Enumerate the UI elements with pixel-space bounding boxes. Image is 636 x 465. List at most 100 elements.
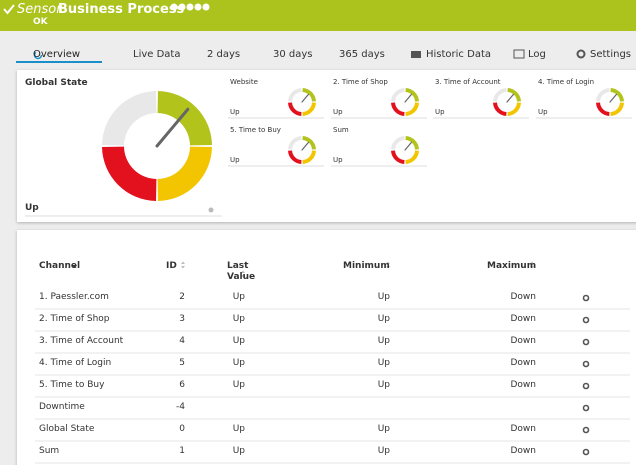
gauge-segment	[302, 150, 316, 164]
gauge-name: Sum	[333, 126, 349, 134]
gauge-segment	[493, 88, 507, 102]
table-cell: -4	[176, 402, 185, 412]
gauge-segment	[302, 102, 316, 116]
global-state-title: Global State	[25, 78, 88, 88]
gauge-segment	[507, 88, 521, 102]
table-cell: Sum	[39, 446, 60, 456]
sensor-label: Sensor	[17, 2, 62, 17]
column-header[interactable]: Maximum	[487, 261, 537, 271]
gauge-segment	[157, 146, 212, 201]
table-cell: 1	[179, 446, 185, 456]
active-tab-underline	[16, 61, 102, 63]
gauge-segment	[102, 91, 157, 146]
gauge-needle	[506, 93, 515, 103]
gauge-value: Up	[538, 108, 548, 116]
gauge-value: Up	[230, 108, 240, 116]
gauge-segment	[391, 102, 405, 116]
gauge-value: Up	[230, 156, 240, 164]
gauge-value: Up	[435, 108, 445, 116]
check-icon	[3, 4, 15, 15]
gear-icon	[582, 360, 590, 368]
column-header[interactable]: Last Value	[227, 261, 256, 282]
tab[interactable]: 2 days	[207, 49, 241, 60]
gauge-segment	[288, 150, 302, 164]
gauge-segment	[102, 146, 157, 201]
table-cell: Up	[377, 292, 390, 302]
table-cell: 2	[179, 292, 185, 302]
gauge-segment	[610, 102, 624, 116]
table-cell: Up	[377, 446, 390, 456]
icon	[208, 207, 214, 213]
table-cell: 6	[179, 380, 185, 390]
global-state-value: Up	[25, 203, 39, 213]
tab[interactable]: Log	[528, 49, 546, 60]
gauge-segment	[507, 102, 521, 116]
table-cell: 5	[179, 358, 185, 368]
tab[interactable]: Overview	[33, 49, 81, 60]
table-cell: 5. Time to Buy	[39, 380, 105, 390]
gauge-segment	[493, 102, 507, 116]
gauge-name: 3. Time of Account	[435, 78, 501, 86]
gauge-segment	[596, 102, 610, 116]
sort-icon	[386, 261, 390, 269]
gauge-segment	[405, 88, 419, 102]
stars	[170, 3, 210, 11]
gauge-needle	[301, 93, 310, 103]
table-cell: Up	[377, 380, 390, 390]
gauge-segment	[288, 136, 302, 150]
gauge-segment	[157, 91, 212, 146]
table-cell: 0	[179, 424, 185, 434]
gauge-segment	[391, 150, 405, 164]
tab[interactable]: Settings	[590, 49, 632, 60]
table-cell: Up	[232, 380, 245, 390]
table-cell: Up	[377, 424, 390, 434]
tab-icon	[576, 49, 586, 59]
table-cell: Up	[232, 336, 245, 346]
gauge-needle	[404, 141, 413, 151]
column-header[interactable]: ID	[166, 261, 177, 271]
table-cell: Downtime	[39, 402, 85, 412]
table-cell: 3. Time of Account	[39, 336, 124, 346]
tab[interactable]: 365 days	[339, 49, 385, 60]
gauge-segment	[391, 136, 405, 150]
gear-icon	[582, 404, 590, 412]
column-header[interactable]: Minimum	[343, 261, 390, 271]
gauge-value: Up	[333, 108, 343, 116]
column-header[interactable]: Channel	[39, 261, 81, 271]
gear-icon	[582, 316, 590, 324]
gear-icon	[582, 294, 590, 302]
table-cell: 3	[179, 314, 185, 324]
tab-icon	[33, 50, 43, 60]
gauge-segment	[405, 136, 419, 150]
gauge-needle	[609, 93, 618, 103]
gauge-name: 2. Time of Shop	[333, 78, 388, 86]
table-cell: Up	[232, 358, 245, 368]
table-cell: Up	[377, 314, 390, 324]
table-cell: Down	[510, 314, 536, 324]
table-cell: Global State	[39, 424, 95, 434]
gauge-name: Website	[230, 78, 258, 86]
tab[interactable]: Historic Data	[426, 49, 491, 60]
table-cell: Up	[377, 336, 390, 346]
gauge-segment	[610, 88, 624, 102]
sensor-title: Business Process	[58, 2, 185, 17]
table-cell: Down	[510, 358, 536, 368]
tab-icon	[411, 51, 421, 58]
gear-icon	[582, 338, 590, 346]
sort-icon	[181, 261, 185, 269]
tab[interactable]: Live Data	[133, 49, 181, 60]
table-cell: 4. Time of Login	[39, 358, 112, 368]
gauge-name: 5. Time to Buy	[230, 126, 281, 134]
gauge-name: 4. Time of Login	[538, 78, 595, 86]
gauge-segment	[288, 102, 302, 116]
gauge-needle	[404, 93, 413, 103]
gauge-value: Up	[333, 156, 343, 164]
table-cell: Up	[232, 292, 245, 302]
sort-icon	[72, 265, 77, 268]
tab[interactable]: 30 days	[273, 49, 313, 60]
table-cell: Up	[232, 424, 245, 434]
gauge-segment	[405, 102, 419, 116]
table-cell: Up	[232, 314, 245, 324]
